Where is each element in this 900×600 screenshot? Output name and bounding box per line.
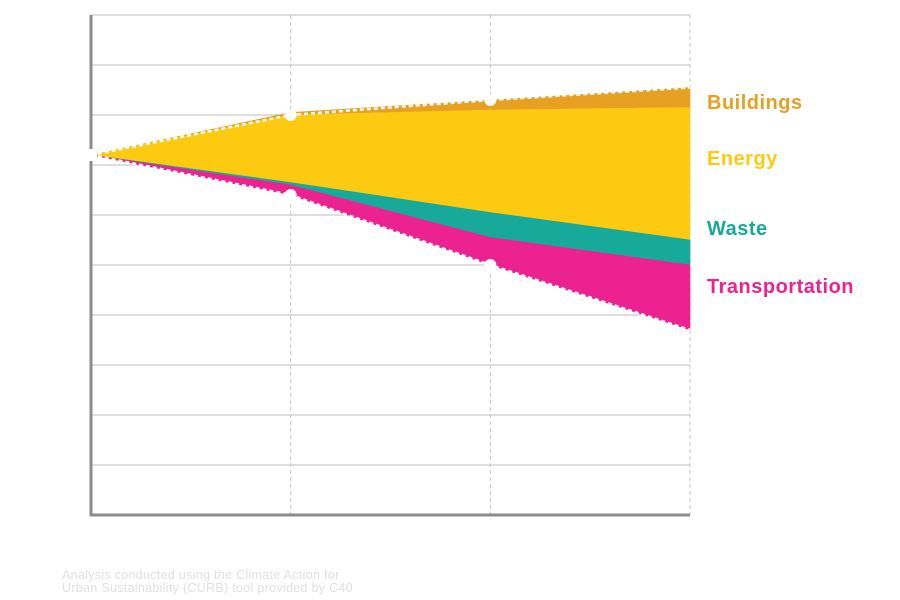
legend-label-waste: Waste (707, 218, 768, 240)
lower-marker (284, 189, 297, 201)
year-markers (85, 94, 497, 271)
legend-label-transportation: Transportation (707, 276, 855, 298)
upper-marker (284, 109, 297, 121)
lower-marker (484, 259, 497, 271)
lower-target-line (90, 153, 691, 332)
upper-target-line (90, 86, 691, 157)
legend-label-buildings: Buildings (707, 92, 803, 114)
source-credit-line-2: Urban Sustainability (CURB) tool provide… (62, 581, 353, 595)
baseline-marker (85, 149, 97, 161)
upper-marker (484, 94, 497, 106)
source-credit: Analysis conducted using the Climate Act… (62, 569, 353, 595)
legend-label-energy: Energy (707, 148, 778, 170)
axes (89, 15, 690, 517)
target-lines (90, 86, 691, 332)
source-credit-line-1: Analysis conducted using the Climate Act… (62, 568, 340, 582)
wedge-areas (90, 87, 691, 331)
